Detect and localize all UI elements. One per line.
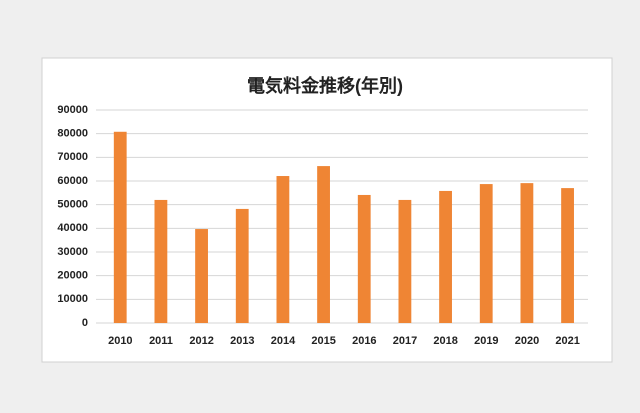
chart-title: 電気料金推移(年別): [247, 75, 403, 96]
x-tick-label: 2015: [311, 335, 335, 347]
x-tick-label: 2017: [393, 335, 417, 347]
bar: [113, 131, 127, 323]
x-tick-label: 2020: [515, 335, 539, 347]
x-tick-label: 2011: [149, 335, 173, 347]
x-tick-label: 2018: [433, 335, 457, 347]
x-tick-label: 2012: [189, 335, 213, 347]
bar: [398, 199, 412, 323]
y-tick-label: 30000: [57, 246, 88, 258]
bar: [317, 166, 330, 323]
bar: [520, 183, 534, 323]
bar: [154, 199, 168, 323]
y-tick-label: 50000: [57, 199, 88, 211]
bar: [276, 176, 290, 323]
x-tick-label: 2021: [555, 335, 579, 347]
bar: [439, 190, 452, 323]
y-tick-label: 80000: [57, 128, 88, 140]
bar: [195, 229, 208, 323]
y-tick-label: 60000: [57, 175, 88, 187]
bar: [357, 194, 371, 323]
y-tick-label: 0: [82, 317, 88, 329]
bar: [235, 208, 249, 323]
y-tick-label: 40000: [57, 222, 88, 234]
y-tick-label: 70000: [57, 151, 88, 163]
x-tick-label: 2019: [474, 335, 498, 347]
x-tick-label: 2010: [108, 335, 132, 347]
y-tick-label: 20000: [57, 270, 88, 282]
y-tick-label: 90000: [57, 104, 88, 116]
bar: [479, 184, 493, 323]
bar: [561, 188, 574, 323]
x-tick-label: 2016: [352, 335, 376, 347]
x-tick-label: 2014: [271, 335, 296, 347]
x-tick-label: 2013: [230, 335, 254, 347]
y-tick-label: 10000: [57, 293, 88, 305]
